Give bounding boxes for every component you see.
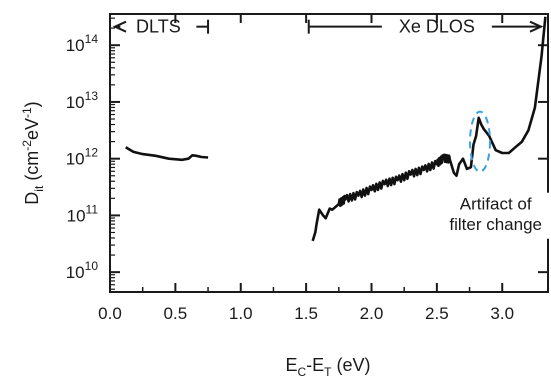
y-tick-label: 1011 (67, 202, 99, 225)
x-tick-label: 2.0 (360, 304, 384, 323)
series-layer (125, 16, 547, 242)
y-axis-ticks: 1010 1011 1012 1013 1014 (66, 17, 548, 290)
plot-frame (109, 13, 549, 293)
y-tick-label: 1014 (66, 32, 99, 55)
annotation-line-1: Artifact of (460, 195, 532, 214)
y-tick-label: 1012 (66, 146, 99, 169)
x-tick-label: 3.0 (490, 304, 514, 323)
y-tick-label: 1013 (66, 89, 99, 112)
x-tick-label: 1.5 (294, 304, 318, 323)
x-tick-label: 1.0 (229, 304, 253, 323)
region-markers: DLTS Xe DLOS (112, 17, 544, 37)
x-tick-label: 2.5 (425, 304, 449, 323)
annotation-background (433, 192, 551, 239)
y-tick-label: 1010 (66, 259, 99, 282)
x-axis-label: EC-ET (eV) (285, 355, 370, 379)
annotation-line-2: filter change (449, 215, 542, 234)
arrowhead-right (529, 20, 544, 33)
arrowhead-left (112, 20, 127, 33)
series-line-2 (311, 16, 547, 242)
x-tick-label: 0.5 (164, 304, 188, 323)
x-tick-label: 0.0 (98, 304, 122, 323)
y-axis-label: Dit (cm-2eV-1) (20, 101, 46, 204)
x-axis-ticks: 0.0 0.5 1.0 1.5 2.0 2.5 3.0 (98, 14, 514, 323)
artifact-highlight-ellipse (469, 110, 492, 173)
region-label-1: DLTS (136, 17, 181, 37)
region-label-2: Xe DLOS (399, 17, 475, 37)
series-line-1 (125, 146, 209, 162)
